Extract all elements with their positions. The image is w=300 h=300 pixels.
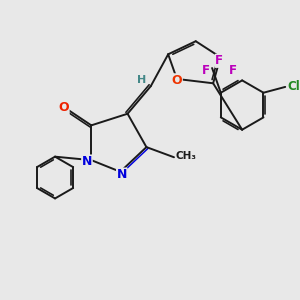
Text: CH₃: CH₃ [176,151,197,161]
Text: F: F [215,54,223,67]
Text: F: F [202,64,210,77]
Text: O: O [58,101,69,114]
Text: N: N [82,155,92,168]
Text: O: O [172,74,182,87]
Text: F: F [228,64,236,77]
Text: N: N [117,168,127,181]
Text: H: H [137,75,147,85]
Text: Cl: Cl [287,80,300,93]
